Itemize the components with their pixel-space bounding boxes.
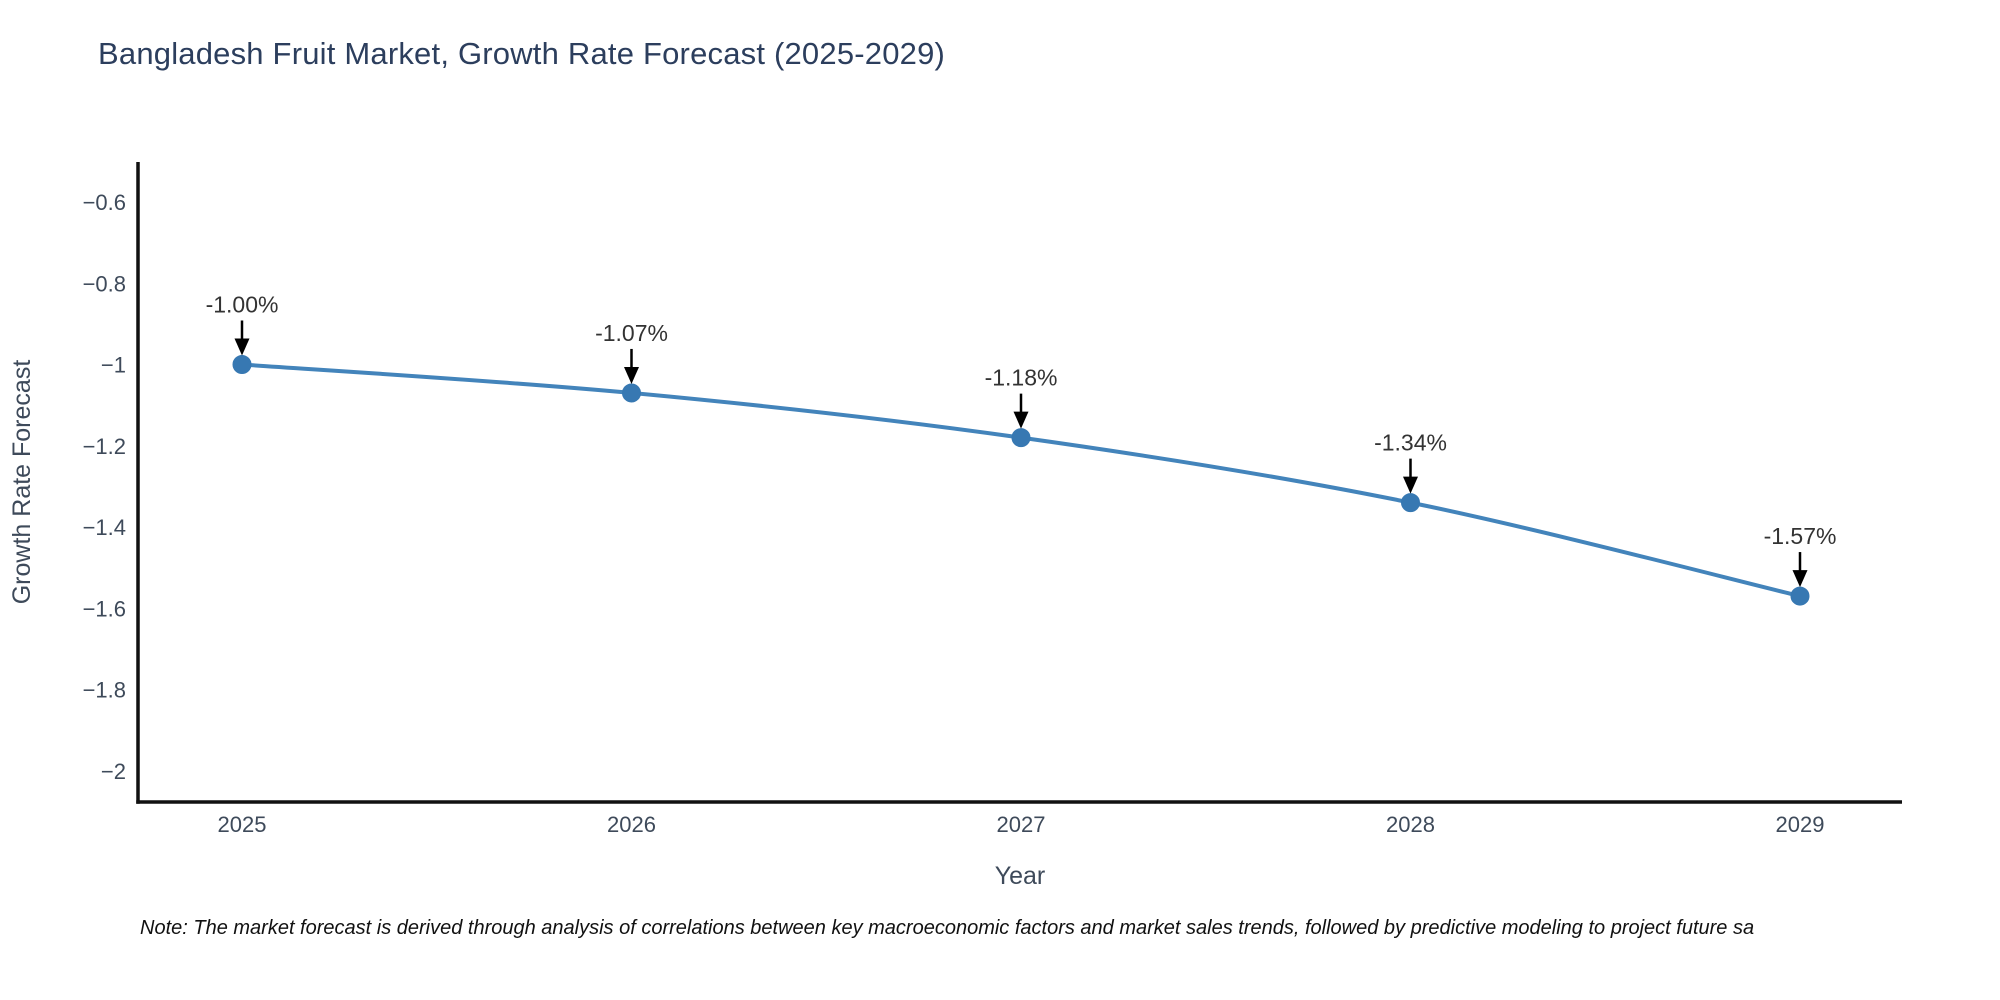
data-point-label: -1.00% [206,292,279,318]
x-tick-label: 2025 [218,812,267,837]
x-tick-label: 2028 [1386,812,1435,837]
y-tick-label: −0.8 [83,271,126,296]
data-point-marker [1790,586,1810,606]
data-point-label: -1.07% [595,320,668,346]
annotation-arrowhead-icon [1013,411,1029,429]
y-axis-title: Growth Rate Forecast [8,360,36,605]
data-point-marker [232,355,252,374]
data-point-marker [622,383,641,403]
x-tick-label: 2027 [997,812,1046,837]
annotation-arrowhead-icon [624,366,639,384]
annotation-arrowhead-icon [1792,570,1808,588]
data-point-marker [1011,428,1031,448]
footnote: Note: The market forecast is derived thr… [140,917,1755,939]
y-tick-label: −2 [101,759,126,784]
data-point-label: -1.57% [1764,523,1837,549]
chart-title: Bangladesh Fruit Market, Growth Rate For… [98,36,946,71]
y-tick-label: −1.8 [83,678,126,703]
x-tick-label: 2029 [1776,812,1825,837]
data-point-label: -1.18% [985,365,1058,391]
y-tick-label: −1.4 [83,515,126,540]
data-point-label: -1.34% [1374,430,1447,456]
annotation-arrowhead-icon [1403,476,1418,494]
x-axis-title: Year [995,862,1046,890]
y-tick-label: −1.6 [83,596,126,621]
data-point-marker [1401,493,1420,513]
y-tick-label: −1.2 [83,434,126,459]
y-tick-label: −0.6 [83,190,126,215]
annotation-arrowhead-icon [234,338,250,356]
y-tick-label: −1 [101,353,126,378]
x-tick-label: 2026 [607,812,656,837]
